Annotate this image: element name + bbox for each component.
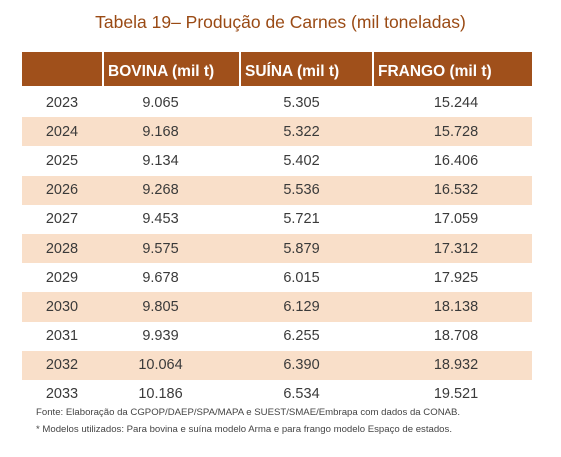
table-row: 2032 10.064 6.390 18.932 (22, 350, 532, 380)
cell-frango: 18.708 (433, 328, 479, 345)
cell-frango: 16.406 (433, 152, 479, 169)
cell-bovina: 9.065 (142, 94, 179, 111)
header-cell-frango: FRANGO (mil t) (372, 52, 532, 86)
cell-suina: 5.402 (283, 152, 320, 169)
cell-year: 2028 (45, 240, 79, 257)
cell-year: 2030 (45, 298, 79, 315)
cell-bovina: 9.453 (142, 211, 179, 228)
cell-year: 2025 (45, 152, 79, 169)
cell-frango: 17.925 (433, 269, 479, 286)
table-row: 2026 9.268 5.536 16.532 (22, 175, 532, 205)
cell-bovina: 9.168 (142, 123, 179, 140)
header-cell-suina: SUÍNA (mil t) (239, 52, 372, 86)
cell-suina: 5.536 (283, 182, 320, 199)
cell-bovina: 9.575 (142, 240, 179, 257)
cell-year: 2029 (45, 269, 79, 286)
cell-suina: 6.390 (283, 357, 320, 374)
table-row: 2030 9.805 6.129 18.138 (22, 292, 532, 322)
cell-frango: 18.932 (433, 357, 479, 374)
source-note: Fonte: Elaboração da CGPOP/DAEP/SPA/MAPA… (36, 407, 461, 418)
cell-year: 2023 (45, 94, 79, 111)
table-row: 2033 10.186 6.534 19.521 (22, 380, 532, 409)
cell-frango: 17.312 (433, 240, 479, 257)
table-row: 2024 9.168 5.322 15.728 (22, 117, 532, 147)
cell-suina: 5.305 (283, 94, 320, 111)
cell-frango: 15.728 (433, 123, 479, 140)
cell-frango: 15.244 (433, 94, 479, 111)
cell-bovina: 9.268 (142, 182, 179, 199)
cell-year: 2024 (45, 123, 79, 140)
table-row: 2028 9.575 5.879 17.312 (22, 233, 532, 264)
cell-year: 2032 (45, 357, 79, 374)
cell-suina: 6.129 (283, 298, 320, 315)
cell-bovina: 9.805 (142, 298, 179, 315)
table-row: 2023 9.065 5.305 15.244 (22, 88, 532, 117)
cell-suina: 6.015 (283, 269, 320, 286)
cell-suina: 5.322 (283, 123, 320, 140)
cell-bovina: 10.186 (138, 386, 183, 403)
table-row: 2029 9.678 6.015 17.925 (22, 263, 532, 292)
cell-frango: 18.138 (433, 298, 479, 315)
table-notes: Fonte: Elaboração da CGPOP/DAEP/SPA/MAPA… (36, 404, 460, 438)
cell-frango: 17.059 (433, 211, 479, 228)
cell-year: 2031 (45, 328, 79, 345)
cell-suina: 6.255 (283, 328, 320, 345)
cell-year: 2026 (45, 182, 79, 199)
table-row: 2031 9.939 6.255 18.708 (22, 322, 532, 351)
cell-suina: 5.721 (283, 211, 320, 228)
table-row: 2025 9.134 5.402 16.406 (22, 146, 532, 175)
header-cell-bovina: BOVINA (mil t) (102, 52, 239, 86)
table-header: BOVINA (mil t) SUÍNA (mil t) FRANGO (mil… (22, 52, 532, 86)
cell-bovina: 9.939 (142, 328, 179, 345)
cell-suina: 6.534 (283, 386, 320, 403)
cell-bovina: 9.134 (142, 152, 179, 169)
models-note: * Modelos utilizados: Para bovina e suín… (36, 424, 452, 435)
cell-suina: 5.879 (283, 240, 320, 257)
table-title: Tabela 19– Produção de Carnes (mil tonel… (95, 12, 466, 32)
header-cell-year (22, 52, 102, 86)
cell-year: 2027 (45, 211, 79, 228)
production-table: BOVINA (mil t) SUÍNA (mil t) FRANGO (mil… (22, 52, 532, 409)
table-row: 2027 9.453 5.721 17.059 (22, 205, 532, 234)
cell-frango: 16.532 (433, 182, 479, 199)
cell-bovina: 10.064 (138, 357, 183, 374)
cell-frango: 19.521 (433, 386, 479, 403)
cell-year: 2033 (45, 386, 79, 403)
cell-bovina: 9.678 (142, 269, 179, 286)
